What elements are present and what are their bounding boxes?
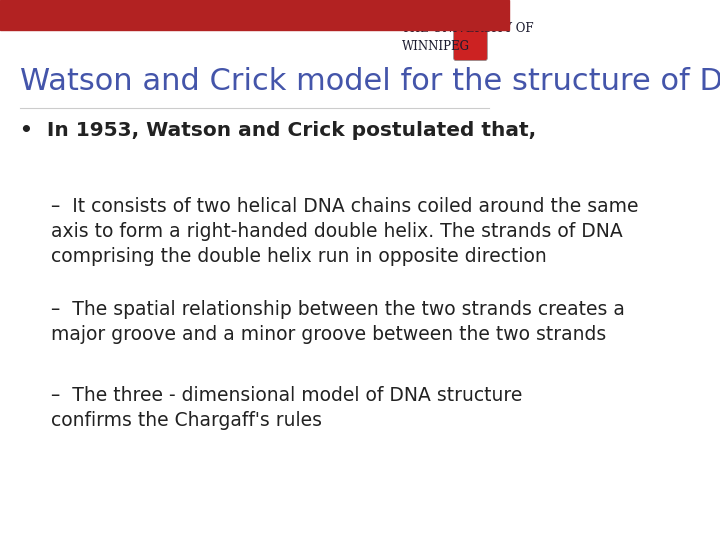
Text: –  It consists of two helical DNA chains coiled around the same
axis to form a r: – It consists of two helical DNA chains … [51,197,639,266]
Text: •  In 1953, Watson and Crick postulated that,: • In 1953, Watson and Crick postulated t… [20,122,536,140]
Text: Watson and Crick model for the structure of DNA: Watson and Crick model for the structure… [20,68,720,97]
Bar [0,0,509,30]
Text: THE UNIVERSITY OF
WINNIPEG: THE UNIVERSITY OF WINNIPEG [402,22,534,53]
FancyBboxPatch shape [454,17,487,60]
Text: –  The three - dimensional model of DNA structure
confirms the Chargaff's rules: – The three - dimensional model of DNA s… [51,386,522,430]
Text: –  The spatial relationship between the two strands creates a
major groove and a: – The spatial relationship between the t… [51,300,625,343]
